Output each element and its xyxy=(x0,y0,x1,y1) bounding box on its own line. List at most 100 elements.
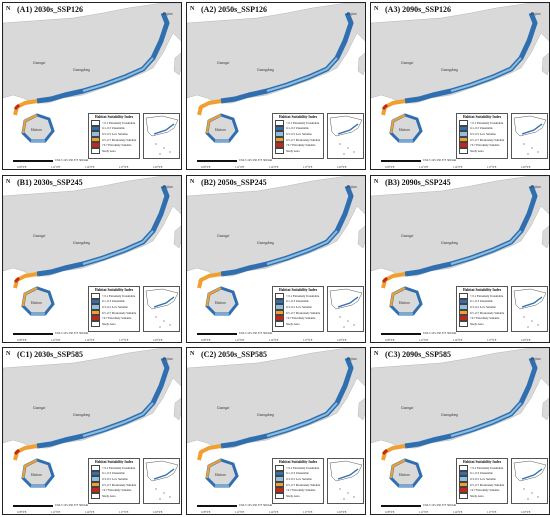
legend-item: 0.5–0.7 Moderately Suitable xyxy=(459,481,505,488)
inset-map xyxy=(143,458,180,504)
land-taiwan xyxy=(541,225,549,249)
legend-swatch xyxy=(275,309,284,316)
longitude-label: 114°0'E xyxy=(269,165,279,169)
panel-title: (A1) 2030s_SSP126 xyxy=(17,5,84,14)
legend-swatch xyxy=(459,147,468,154)
legend-item: 0.3–0.5 Low Suitable xyxy=(91,476,137,482)
longitude-label: 108°0'E xyxy=(201,165,211,169)
legend-item: Study Area xyxy=(275,320,321,327)
hainan-coast-unsuitable xyxy=(21,458,55,488)
longitude-label: 108°0'E xyxy=(385,338,395,342)
map-panel: N (A3) 2090s_SSP126 Fujian Guangxi Guang… xyxy=(370,2,550,170)
legend-item: >0.7 Extremely Suitable xyxy=(459,315,505,321)
legend-item: 0.3–0.5 Low Suitable xyxy=(459,476,505,482)
legend-item: 0.1–0.3 Unsuitable xyxy=(459,298,505,305)
coast-band-low xyxy=(450,402,522,437)
legend-label: 0.1–0.3 Unsuitable xyxy=(102,471,125,476)
legend-item: >0.7 Extremely Suitable xyxy=(275,142,321,148)
label-hainan: Hainan xyxy=(215,301,226,305)
hainan-coast-moderate xyxy=(389,459,406,479)
label-guangdong: Guangdong xyxy=(441,68,458,72)
legend-swatch xyxy=(459,487,468,493)
longitude-label: 111°0'E xyxy=(235,510,245,514)
legend-label: 0.3–0.5 Low Suitable xyxy=(286,131,312,136)
legend-item: < 0.1 Extremely Unsuitable xyxy=(275,465,321,471)
legend-swatch xyxy=(91,315,100,321)
label-fujian: Fujian xyxy=(163,357,173,361)
north-arrow: N xyxy=(6,6,11,12)
inset-svg xyxy=(513,115,547,155)
label-guangxi: Guangxi xyxy=(401,234,414,238)
coast-band-high xyxy=(13,103,21,111)
coast-band-high xyxy=(381,103,389,111)
legend-label: >0.7 Extremely Suitable xyxy=(286,488,316,493)
inset-map xyxy=(511,113,548,159)
legend-swatch xyxy=(459,131,468,137)
longitude-label: 114°0'E xyxy=(85,338,95,342)
legend-label: >0.7 Extremely Suitable xyxy=(470,143,500,148)
legend-label: >0.7 Extremely Suitable xyxy=(102,143,132,148)
legend-item: Study Area xyxy=(275,147,321,154)
land-mainland xyxy=(371,3,549,104)
legend: Habitat Suitability Index < 0.1 Extremel… xyxy=(456,113,508,159)
longitude-label: 111°0'E xyxy=(235,165,245,169)
longitude-label: 120°0'E xyxy=(337,165,347,169)
inset-map xyxy=(143,113,180,159)
label-guangxi: Guangxi xyxy=(33,234,46,238)
legend-item: < 0.1 Extremely Unsuitable xyxy=(459,293,505,299)
inset-svg xyxy=(145,115,179,155)
legend: Habitat Suitability Index < 0.1 Extremel… xyxy=(88,458,140,504)
legend-swatch xyxy=(91,492,100,499)
inset-svg xyxy=(329,115,363,155)
legend-swatch xyxy=(91,298,100,305)
legend: Habitat Suitability Index < 0.1 Extremel… xyxy=(272,286,324,332)
north-arrow: N xyxy=(190,179,195,185)
coast-band-moderate xyxy=(381,272,406,289)
legend-swatch xyxy=(459,298,468,305)
legend-item: 0.5–0.7 Moderately Suitable xyxy=(91,309,137,316)
legend-swatch xyxy=(459,492,468,499)
label-hainan: Hainan xyxy=(215,473,226,477)
legend-swatch xyxy=(275,465,284,471)
legend-label: 0.5–0.7 Moderately Suitable xyxy=(286,482,321,487)
legend-swatch xyxy=(91,304,100,310)
legend-item: 0.5–0.7 Moderately Suitable xyxy=(459,136,505,143)
land-taiwan xyxy=(541,397,549,421)
label-hainan: Hainan xyxy=(31,301,42,305)
legend-item: 0.1–0.3 Unsuitable xyxy=(275,125,321,132)
legend-label: Study Area xyxy=(102,148,116,153)
panel-title: (C3) 2090s_SSP585 xyxy=(385,350,452,359)
coast-band-high xyxy=(381,448,389,456)
legend-label: < 0.1 Extremely Unsuitable xyxy=(286,293,320,298)
coast-band-high xyxy=(13,448,21,456)
hainan-coast-unsuitable xyxy=(389,113,423,143)
legend-item: 0.3–0.5 Low Suitable xyxy=(275,131,321,137)
longitude-label: 117°0'E xyxy=(487,510,497,514)
hainan-coast-unsuitable xyxy=(389,458,423,488)
legend-title: Habitat Suitability Index xyxy=(94,460,134,464)
legend: Habitat Suitability Index < 0.1 Extremel… xyxy=(272,458,324,504)
scale-bar xyxy=(197,333,237,335)
label-guangxi: Guangxi xyxy=(401,61,414,65)
longitude-label: 114°0'E xyxy=(453,510,463,514)
legend-item: 0.3–0.5 Low Suitable xyxy=(275,304,321,310)
legend-label: Study Area xyxy=(470,493,484,498)
inset-svg xyxy=(329,460,363,500)
legend-swatch xyxy=(275,304,284,310)
legend-label: < 0.1 Extremely Unsuitable xyxy=(470,120,504,125)
legend-label: 0.5–0.7 Moderately Suitable xyxy=(470,310,505,315)
longitude-label: 111°0'E xyxy=(51,165,61,169)
legend-title: Habitat Suitability Index xyxy=(94,288,134,292)
legend-item: < 0.1 Extremely Unsuitable xyxy=(459,120,505,126)
legend-label: < 0.1 Extremely Unsuitable xyxy=(470,465,504,470)
label-guangxi: Guangxi xyxy=(33,406,46,410)
legend-label: 0.5–0.7 Moderately Suitable xyxy=(102,482,137,487)
longitude-label: 108°0'E xyxy=(17,510,27,514)
scale-bar xyxy=(197,160,237,162)
legend-title: Habitat Suitability Index xyxy=(278,460,318,464)
label-guangdong: Guangdong xyxy=(73,68,90,72)
legend-item: 0.1–0.3 Unsuitable xyxy=(91,298,137,305)
legend-swatch xyxy=(459,309,468,316)
hainan-coast-moderate xyxy=(21,114,38,134)
